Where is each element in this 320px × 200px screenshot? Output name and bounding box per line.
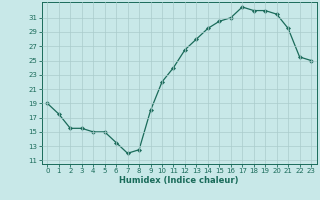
X-axis label: Humidex (Indice chaleur): Humidex (Indice chaleur) <box>119 176 239 185</box>
